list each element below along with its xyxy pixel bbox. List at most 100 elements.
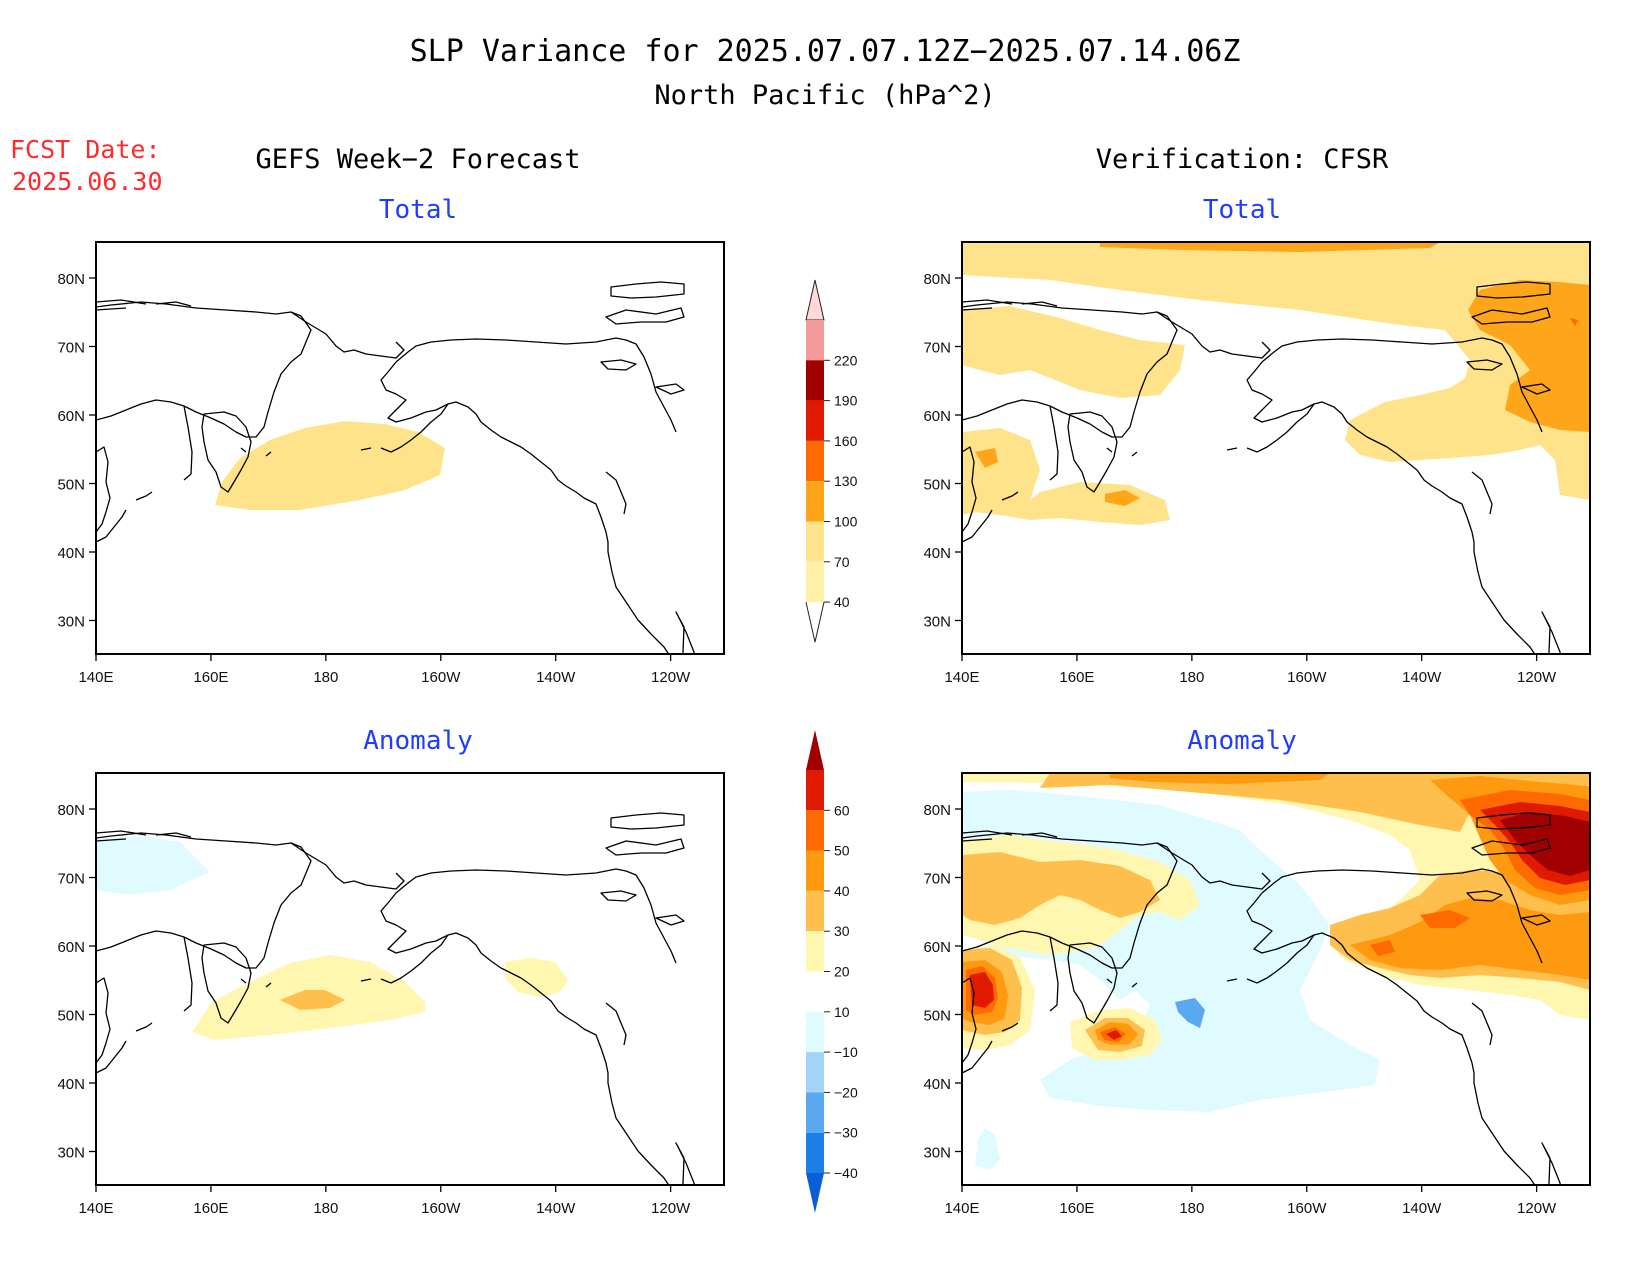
y-tick-label: 50N <box>923 1008 951 1025</box>
panel-title-gefs-total: Total <box>379 195 457 225</box>
y-tick-label: 60N <box>57 939 85 956</box>
x-tick-label: 140W <box>536 669 576 686</box>
figure-subtitle: North Pacific (hPa^2) <box>654 80 995 111</box>
panel-frame <box>961 772 1591 1186</box>
colorbar-segment <box>806 481 824 522</box>
contour-region <box>280 990 345 1010</box>
panel-body <box>96 773 724 1185</box>
y-tick-label: 60N <box>923 408 951 425</box>
colorbar-segment <box>806 931 824 972</box>
column-label-cfsr: Verification: CFSR <box>1096 144 1389 175</box>
y-tick-label: 70N <box>57 340 85 357</box>
contour-region <box>1105 490 1140 506</box>
y-tick-label: 30N <box>923 614 951 631</box>
colorbar-segment <box>806 521 824 562</box>
x-tick-label: 160E <box>1059 1200 1094 1217</box>
contour-region <box>96 836 210 895</box>
y-tick-label: 40N <box>57 1076 85 1093</box>
map-panel-cfsr-total: Total 140E 160E 180 160W 140W 120W 80N 70N 60N 50N… <box>923 195 1591 686</box>
contour-region <box>1370 940 1395 956</box>
y-tick-label: 70N <box>57 871 85 888</box>
x-tick-label: 120W <box>1517 669 1557 686</box>
colorbar-segment <box>806 850 824 891</box>
colorbar-bottom-arrow <box>805 601 825 643</box>
colorbar-segment <box>806 400 824 441</box>
x-tick-label: 160W <box>421 669 461 686</box>
y-tick-label: 80N <box>57 802 85 819</box>
colorbar-total: 40 70 100 130 160 190 220 <box>805 279 858 643</box>
contour-region <box>1468 280 1590 432</box>
panel-title-cfsr-total: Total <box>1203 195 1281 225</box>
contour-region <box>1420 910 1470 928</box>
y-tick-label: 80N <box>923 271 951 288</box>
y-tick-label: 40N <box>923 1076 951 1093</box>
colorbar-segment <box>806 971 824 1012</box>
contour-region <box>1100 242 1440 252</box>
x-tick-label: 160E <box>193 1200 228 1217</box>
colorbar-segment <box>806 561 824 603</box>
contour-region <box>975 448 998 468</box>
x-tick-label: 120W <box>1517 1200 1557 1217</box>
y-tick-label: 80N <box>57 271 85 288</box>
contour-region <box>215 421 445 510</box>
colorbar-label: 70 <box>834 554 850 570</box>
colorbar-label: 50 <box>834 843 850 859</box>
y-tick-label: 40N <box>57 545 85 562</box>
column-label-gefs: GEFS Week−2 Forecast <box>255 144 580 175</box>
colorbar-label: 220 <box>834 352 858 368</box>
panel-title-gefs-anomaly: Anomaly <box>363 726 473 756</box>
panel-frame <box>961 241 1591 655</box>
panel-body <box>96 242 724 654</box>
panel-frame <box>95 241 725 655</box>
map-panel-cfsr-anomaly: Anomaly 140E 160E 180 160W 140W 120W 80N 70N 60N 5… <box>923 726 1591 1217</box>
panel-body <box>962 773 1590 1185</box>
contour-region <box>1175 998 1205 1028</box>
colorbar-label: 190 <box>834 393 858 409</box>
colorbar-label: −30 <box>834 1125 858 1141</box>
colorbar-segment <box>806 360 824 401</box>
y-tick-label: 60N <box>57 408 85 425</box>
y-tick-label: 40N <box>923 545 951 562</box>
contour-region <box>962 242 1590 500</box>
colorbar-label: −10 <box>834 1044 858 1060</box>
colorbar-segment <box>806 1052 824 1093</box>
fcst-date-label: FCST Date: <box>10 135 161 164</box>
y-tick-label: 70N <box>923 340 951 357</box>
x-tick-label: 140E <box>78 669 113 686</box>
x-tick-label: 140E <box>944 1200 979 1217</box>
x-tick-label: 160E <box>1059 669 1094 686</box>
y-tick-label: 30N <box>57 614 85 631</box>
colorbar-segment <box>806 1011 824 1053</box>
x-tick-label: 120W <box>651 669 691 686</box>
x-tick-label: 180 <box>1179 1200 1204 1217</box>
y-tick-label: 50N <box>923 477 951 494</box>
x-tick-label: 140E <box>78 1200 113 1217</box>
y-tick-label: 30N <box>923 1145 951 1162</box>
map-panel-gefs-anomaly: Anomaly 140E 160E 180 160W 140W 120W 80N 70N 60N 5… <box>57 726 725 1217</box>
contour-region <box>1570 318 1578 326</box>
contour-region <box>505 958 568 997</box>
colorbar-anomaly: −40 −30 −20 −10 10 20 30 40 50 60 <box>806 730 858 1213</box>
map-panel-gefs-total: Total 140E 160E 180 160W 140W 120W 80N 70N 60N 50N… <box>57 195 725 686</box>
contour-region <box>1110 773 1330 784</box>
y-tick-label: 80N <box>923 802 951 819</box>
y-tick-label: 70N <box>923 871 951 888</box>
panel-frame <box>95 772 725 1186</box>
colorbar-label: 60 <box>834 802 850 818</box>
x-tick-label: 140W <box>1402 669 1442 686</box>
colorbar-label: 40 <box>834 594 850 610</box>
colorbar-label: 30 <box>834 923 850 939</box>
contour-region <box>1350 898 1590 980</box>
colorbar-label: 40 <box>834 883 850 899</box>
y-tick-label: 60N <box>923 939 951 956</box>
x-tick-label: 140W <box>536 1200 576 1217</box>
x-tick-label: 160W <box>421 1200 461 1217</box>
x-tick-label: 160W <box>1287 669 1327 686</box>
colorbar-label: −20 <box>834 1084 858 1100</box>
x-tick-label: 160E <box>193 669 228 686</box>
contour-region <box>970 972 994 1008</box>
colorbar-label: 100 <box>834 514 858 530</box>
colorbar-segment <box>806 440 824 482</box>
colorbar-top-arrow <box>805 279 825 321</box>
